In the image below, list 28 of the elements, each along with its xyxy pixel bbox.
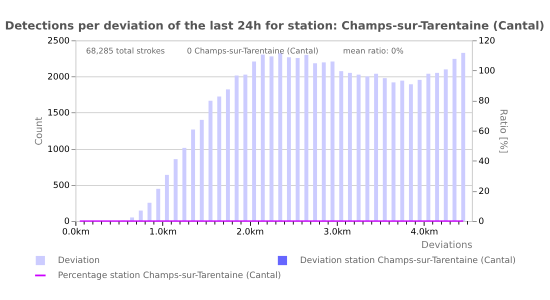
legend-label: Deviation: [58, 256, 100, 266]
chart-title: Detections per deviation of the last 24h for station: Champs-sur-Tarentaine (Cantal): [4, 18, 544, 32]
x-tick-label: 4.0km: [410, 228, 438, 238]
annotation: 0 Champs-sur-Tarentaine (Cantal): [186, 46, 318, 56]
y-tick-label: 2500: [47, 36, 70, 46]
y-tick-label: 0: [64, 217, 70, 228]
legend-label: Percentage station Champs-sur-Tarentaine (Cantal): [58, 271, 282, 282]
y2-tick-label: 60: [478, 126, 490, 137]
y2-tick-label: 100: [478, 66, 496, 77]
annotation: 68,285 total strokes: [86, 46, 165, 56]
x-axis-title: Deviations: [421, 240, 472, 251]
x-tick-label: 2.0km: [236, 228, 264, 238]
y-tick-label: 500: [53, 180, 70, 191]
y2-tick-label: 0: [478, 217, 484, 228]
x-tick-label: 0.0km: [62, 228, 90, 238]
y2-axis-title: Ratio [%]: [498, 108, 509, 154]
y2-tick-label: 80: [478, 96, 490, 107]
y-tick-label: 1500: [47, 108, 70, 119]
y2-tick-label: 40: [478, 156, 490, 167]
y-axis-title: Count: [34, 116, 46, 146]
y2-tick-label: 20: [478, 187, 490, 198]
x-tick-label: 3.0km: [324, 228, 352, 238]
y2-tick-label: 120: [478, 36, 496, 46]
x-tick-label: 1.0km: [149, 228, 177, 238]
y-tick-label: 2000: [47, 72, 70, 83]
y-tick-label: 1000: [47, 144, 70, 155]
legend-label: Deviation station Champs-sur-Tarentaine (Cantal): [300, 256, 516, 266]
annotation: mean ratio: 0%: [342, 46, 404, 56]
